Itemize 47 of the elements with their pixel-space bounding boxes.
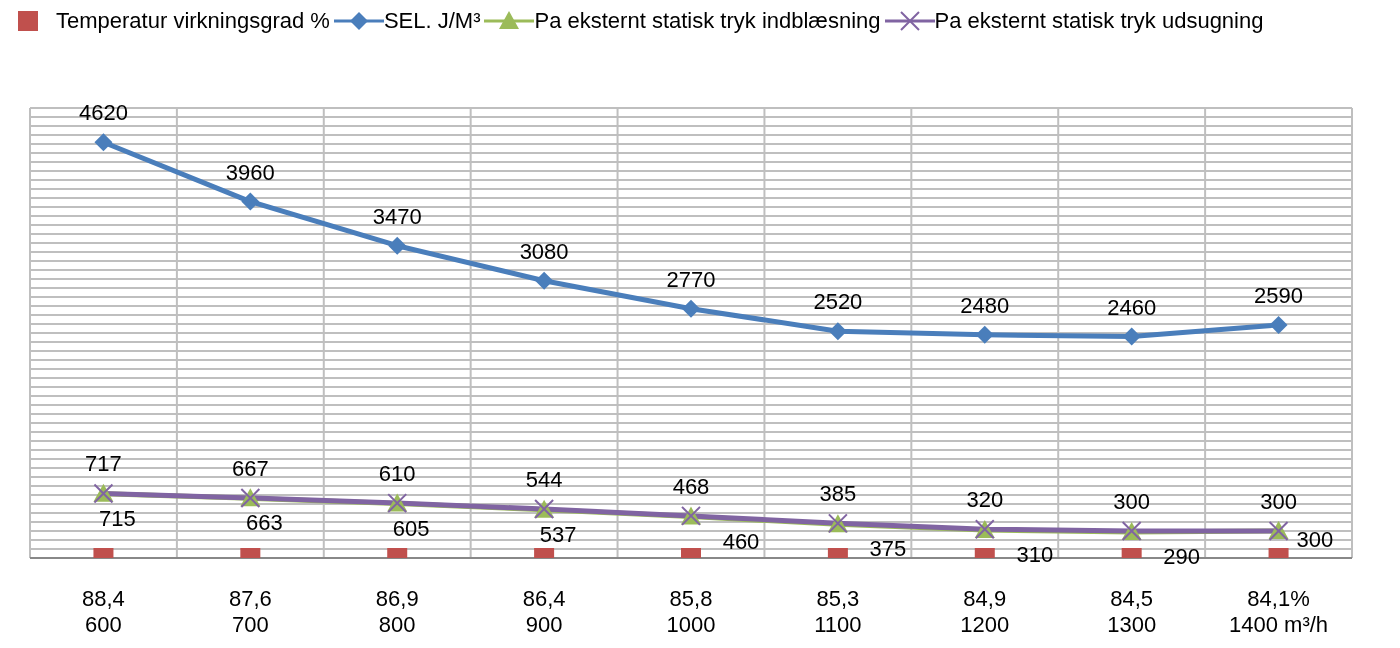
data-label: 300: [1260, 489, 1297, 514]
data-label: 300: [1113, 489, 1151, 514]
data-label: 2520: [813, 289, 863, 315]
data-label: 610: [378, 461, 416, 487]
x-tick-label: 87,6 700: [228, 586, 272, 637]
data-label: 375: [869, 536, 907, 562]
point: [828, 322, 847, 341]
data-label: 2590: [1254, 282, 1304, 308]
x-tick-label: 84,1% 1400 m³/h: [1229, 586, 1329, 637]
data-label: 717: [85, 451, 122, 477]
point: [241, 192, 260, 211]
data-label: 385: [819, 481, 857, 507]
x-tick-label: 85,3 1100: [814, 586, 862, 637]
data-label: 310: [1016, 542, 1054, 568]
data-label: 320: [966, 487, 1004, 513]
data-label: 605: [392, 515, 430, 541]
data-label: 2770: [666, 266, 716, 292]
data-label: 2460: [1107, 294, 1157, 320]
point: [94, 133, 113, 152]
x-tick-label: 85,8 1000: [666, 586, 716, 637]
x-tick-label: 84,5 1300: [1107, 586, 1157, 637]
data-label: 663: [245, 510, 283, 536]
data-label: 3080: [519, 238, 569, 264]
data-label: 290: [1163, 543, 1201, 569]
data-label: 3470: [372, 203, 422, 229]
legend-label: Pa eksternt statisk tryk indblæsning: [533, 8, 881, 34]
data-label: 4620: [78, 100, 128, 126]
x-tick-label: 84,9 1200: [960, 586, 1010, 637]
data-label: 3960: [225, 159, 275, 185]
legend-label: Temperatur virkningsgrad %: [55, 8, 330, 34]
data-label: 468: [672, 473, 710, 499]
data-label: 667: [231, 455, 269, 481]
data-label: 715: [99, 505, 136, 531]
x-tick-label: 88,4 600: [82, 586, 125, 637]
x-tick-label: 86,4 900: [522, 586, 566, 637]
point: [1269, 315, 1288, 334]
point: [388, 236, 407, 255]
x-tick-label: 86,9 800: [375, 586, 419, 637]
data-label: 460: [722, 528, 760, 554]
data-label: 537: [539, 521, 577, 547]
data-label: 2480: [960, 292, 1010, 318]
point: [535, 271, 554, 290]
legend-label: Pa eksternt statisk tryk udsugning: [933, 8, 1264, 34]
legend-label: SEL. J/M³: [382, 8, 481, 34]
point: [682, 299, 700, 318]
data-label: 544: [525, 467, 563, 493]
data-label: 300: [1296, 527, 1334, 552]
